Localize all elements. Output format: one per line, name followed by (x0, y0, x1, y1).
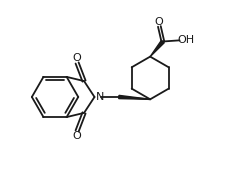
Polygon shape (150, 40, 164, 57)
Text: OH: OH (178, 35, 195, 45)
Text: N: N (95, 92, 104, 102)
Text: O: O (72, 53, 81, 63)
Text: O: O (72, 131, 81, 141)
Text: O: O (154, 17, 163, 27)
Polygon shape (119, 95, 150, 99)
